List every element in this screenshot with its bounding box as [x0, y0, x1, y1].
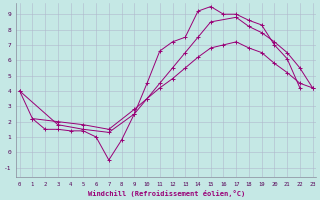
X-axis label: Windchill (Refroidissement éolien,°C): Windchill (Refroidissement éolien,°C) [87, 190, 245, 197]
